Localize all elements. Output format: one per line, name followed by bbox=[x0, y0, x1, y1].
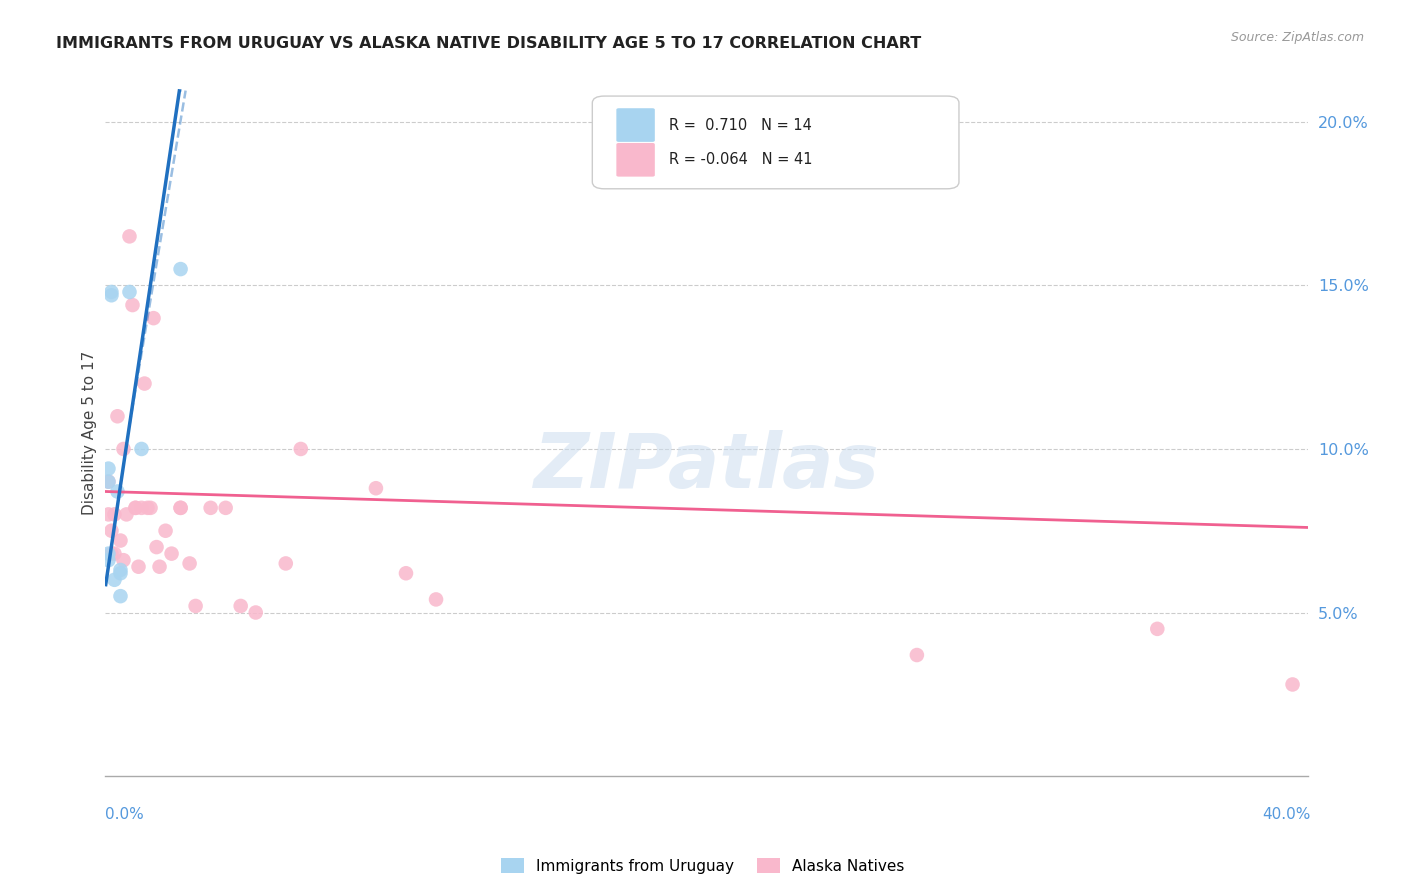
Point bbox=[110, 589, 132, 603]
Point bbox=[274, 557, 297, 571]
Point bbox=[107, 484, 129, 499]
Point bbox=[124, 500, 146, 515]
Point bbox=[97, 547, 120, 561]
Point bbox=[184, 599, 207, 613]
Point bbox=[134, 376, 156, 391]
Point bbox=[100, 288, 122, 302]
Text: Source: ZipAtlas.com: Source: ZipAtlas.com bbox=[1230, 31, 1364, 45]
Point bbox=[290, 442, 312, 456]
Point bbox=[100, 547, 122, 561]
Point bbox=[148, 559, 170, 574]
Point bbox=[905, 648, 928, 662]
Point bbox=[103, 547, 125, 561]
Point bbox=[128, 559, 150, 574]
FancyBboxPatch shape bbox=[616, 108, 655, 142]
Point bbox=[425, 592, 447, 607]
Point bbox=[97, 508, 120, 522]
Text: IMMIGRANTS FROM URUGUAY VS ALASKA NATIVE DISABILITY AGE 5 TO 17 CORRELATION CHAR: IMMIGRANTS FROM URUGUAY VS ALASKA NATIVE… bbox=[56, 36, 921, 51]
Point bbox=[118, 229, 141, 244]
Point bbox=[364, 481, 387, 495]
Point bbox=[124, 500, 146, 515]
Point bbox=[169, 500, 191, 515]
Text: 0.0%: 0.0% bbox=[105, 807, 145, 822]
Point bbox=[1146, 622, 1168, 636]
Point bbox=[103, 508, 125, 522]
Point bbox=[100, 285, 122, 299]
Point bbox=[103, 573, 125, 587]
Point bbox=[155, 524, 177, 538]
Point bbox=[118, 285, 141, 299]
Point bbox=[169, 262, 191, 277]
Legend: Immigrants from Uruguay, Alaska Natives: Immigrants from Uruguay, Alaska Natives bbox=[495, 852, 911, 880]
Point bbox=[131, 442, 153, 456]
Point bbox=[160, 547, 183, 561]
Text: 40.0%: 40.0% bbox=[1263, 807, 1310, 822]
Point bbox=[100, 524, 122, 538]
Text: R = -0.064   N = 41: R = -0.064 N = 41 bbox=[669, 153, 813, 168]
Text: R =  0.710   N = 14: R = 0.710 N = 14 bbox=[669, 118, 813, 133]
Point bbox=[1281, 677, 1303, 691]
Point bbox=[112, 442, 135, 456]
Point bbox=[110, 563, 132, 577]
Point bbox=[97, 475, 120, 489]
Point bbox=[115, 508, 138, 522]
Point bbox=[107, 409, 129, 424]
Point bbox=[112, 553, 135, 567]
Text: ZIPatlas: ZIPatlas bbox=[533, 430, 880, 504]
Point bbox=[245, 606, 267, 620]
Point bbox=[110, 566, 132, 581]
Point bbox=[110, 533, 132, 548]
Point bbox=[142, 311, 165, 326]
Point bbox=[229, 599, 252, 613]
Point bbox=[121, 298, 143, 312]
Point bbox=[169, 500, 191, 515]
Point bbox=[136, 500, 159, 515]
Point bbox=[145, 540, 167, 554]
Point bbox=[97, 461, 120, 475]
Point bbox=[179, 557, 201, 571]
Y-axis label: Disability Age 5 to 17: Disability Age 5 to 17 bbox=[82, 351, 97, 515]
Point bbox=[131, 500, 153, 515]
Point bbox=[214, 500, 236, 515]
Point bbox=[200, 500, 222, 515]
FancyBboxPatch shape bbox=[616, 143, 655, 177]
Point bbox=[139, 500, 162, 515]
Point bbox=[97, 475, 120, 489]
Point bbox=[97, 553, 120, 567]
FancyBboxPatch shape bbox=[592, 96, 959, 189]
Point bbox=[395, 566, 418, 581]
